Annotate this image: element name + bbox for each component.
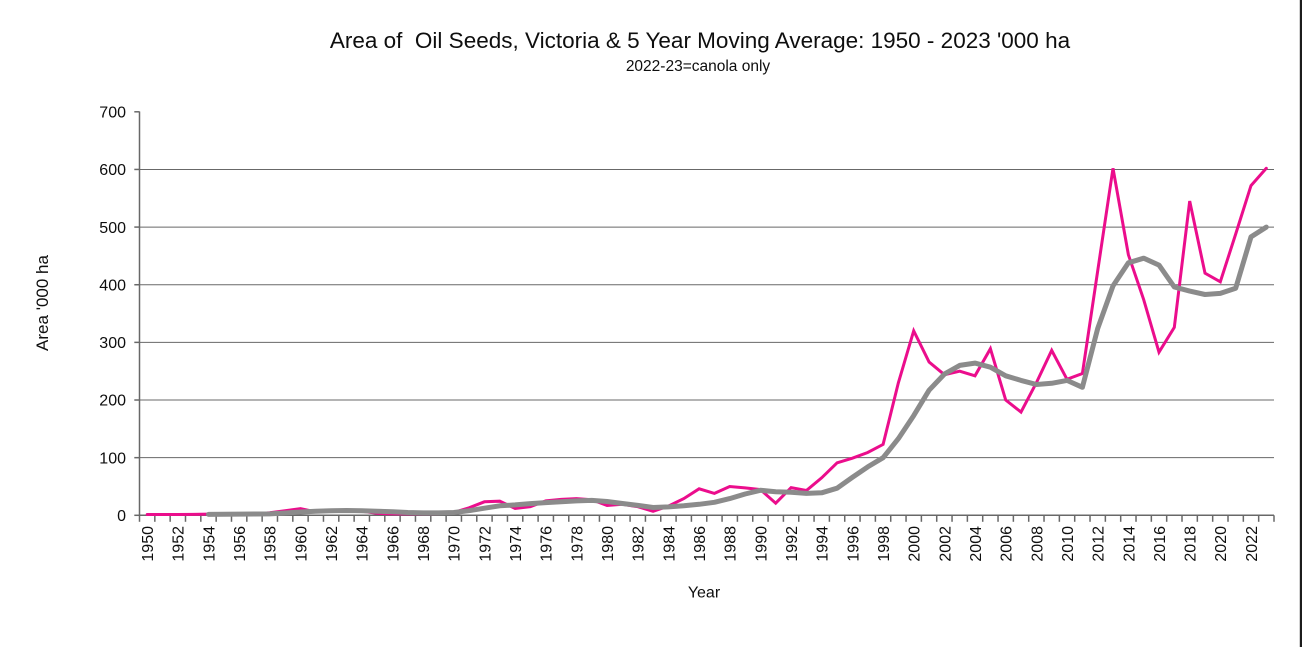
svg-text:1970: 1970 bbox=[447, 526, 464, 562]
svg-text:1950: 1950 bbox=[140, 526, 157, 562]
svg-text:1996: 1996 bbox=[845, 526, 862, 562]
svg-text:2016: 2016 bbox=[1152, 526, 1169, 562]
svg-text:1962: 1962 bbox=[324, 526, 341, 562]
svg-text:2022-23=canola only: 2022-23=canola only bbox=[626, 58, 771, 75]
svg-text:1964: 1964 bbox=[355, 526, 372, 562]
svg-text:1974: 1974 bbox=[508, 526, 525, 562]
svg-text:1956: 1956 bbox=[232, 526, 249, 562]
svg-text:1992: 1992 bbox=[784, 526, 801, 562]
svg-text:200: 200 bbox=[99, 393, 126, 410]
svg-text:1990: 1990 bbox=[753, 526, 770, 562]
svg-text:500: 500 bbox=[99, 220, 126, 237]
svg-text:2020: 2020 bbox=[1213, 526, 1230, 562]
svg-text:1984: 1984 bbox=[661, 526, 678, 562]
svg-text:2022: 2022 bbox=[1244, 526, 1261, 562]
svg-text:1994: 1994 bbox=[815, 526, 832, 562]
svg-text:2012: 2012 bbox=[1091, 526, 1108, 562]
svg-text:300: 300 bbox=[99, 335, 126, 352]
svg-text:1952: 1952 bbox=[171, 526, 188, 562]
svg-text:Area '000 ha: Area '000 ha bbox=[33, 255, 52, 351]
svg-text:2000: 2000 bbox=[907, 526, 924, 562]
svg-text:1978: 1978 bbox=[569, 526, 586, 562]
svg-text:0: 0 bbox=[117, 508, 126, 525]
svg-text:Year: Year bbox=[688, 585, 721, 602]
svg-text:1976: 1976 bbox=[539, 526, 556, 562]
svg-text:400: 400 bbox=[99, 277, 126, 294]
svg-text:1986: 1986 bbox=[692, 526, 709, 562]
svg-text:Area of Oil Seeds, Victoria &: Area of Oil Seeds, Victoria & 5 Year Mov… bbox=[330, 28, 1071, 53]
svg-text:2002: 2002 bbox=[937, 526, 954, 562]
svg-text:600: 600 bbox=[99, 162, 126, 179]
svg-text:1988: 1988 bbox=[723, 526, 740, 562]
svg-text:1958: 1958 bbox=[263, 526, 280, 562]
svg-text:2010: 2010 bbox=[1060, 526, 1077, 562]
svg-text:1980: 1980 bbox=[600, 526, 617, 562]
svg-text:2018: 2018 bbox=[1183, 526, 1200, 562]
svg-text:700: 700 bbox=[99, 105, 126, 122]
svg-text:2014: 2014 bbox=[1121, 526, 1138, 562]
svg-text:1960: 1960 bbox=[293, 526, 310, 562]
svg-text:1968: 1968 bbox=[416, 526, 433, 562]
svg-text:2008: 2008 bbox=[1029, 526, 1046, 562]
svg-text:1982: 1982 bbox=[631, 526, 648, 562]
svg-text:100: 100 bbox=[99, 450, 126, 467]
svg-text:2004: 2004 bbox=[968, 526, 985, 562]
svg-text:2006: 2006 bbox=[999, 526, 1016, 562]
svg-text:1954: 1954 bbox=[201, 526, 218, 562]
svg-text:1998: 1998 bbox=[876, 526, 893, 562]
svg-text:1966: 1966 bbox=[385, 526, 402, 562]
svg-text:1972: 1972 bbox=[477, 526, 494, 562]
